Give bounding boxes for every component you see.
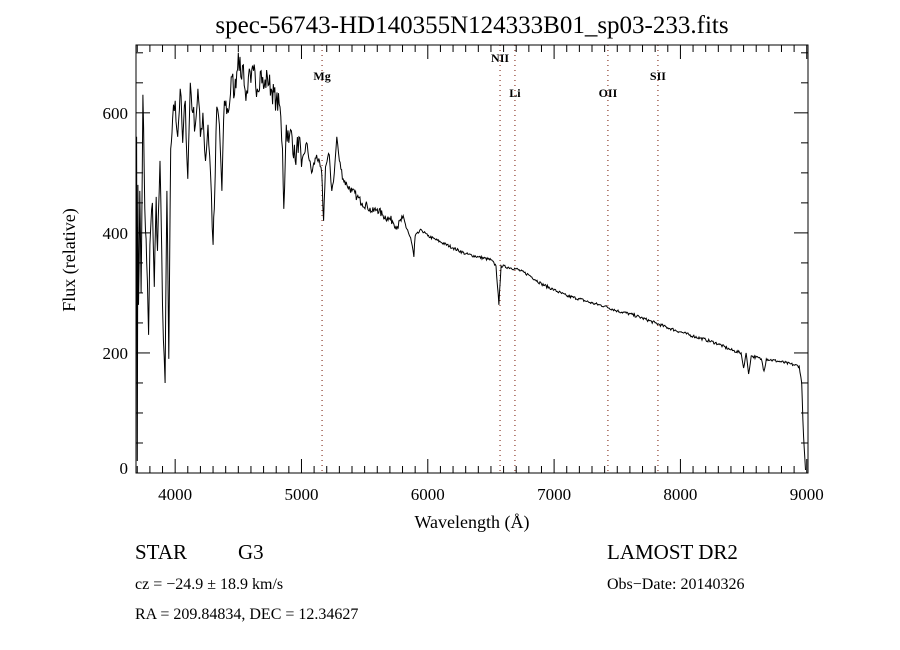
axes: 4000 5000 6000 7000 8000 9000 0 200 400 600 — [103, 45, 824, 504]
x-tick-label: 8000 — [663, 485, 697, 504]
plot-frame — [135, 44, 809, 474]
redshift-text: cz = −24.9 ± 18.9 km/s — [135, 576, 283, 593]
spectral-line-label: Mg — [313, 69, 330, 83]
y-axis-label: Flux (relative) — [59, 208, 80, 311]
x-tick-label: 4000 — [158, 485, 192, 504]
spectral-line-label: NII — [491, 51, 509, 65]
spectral-line-label: SII — [650, 69, 666, 83]
spectral-line-label: OII — [599, 86, 618, 100]
x-tick-label: 9000 — [790, 485, 824, 504]
y-tick-label: 0 — [120, 459, 129, 478]
x-tick-label: 5000 — [284, 485, 318, 504]
y-tick-label: 200 — [103, 344, 129, 363]
x-axis-label: Wavelength (Å) — [414, 512, 529, 533]
object-subclass: G3 — [238, 540, 264, 564]
spectral-line-label: Li — [509, 86, 521, 100]
object-class: STAR — [135, 540, 187, 564]
chart-title: spec-56743-HD140355N124333B01_sp03-233.f… — [215, 12, 728, 39]
obs-date: Obs−Date: 20140326 — [607, 576, 744, 593]
spectrum-line — [136, 52, 806, 471]
x-tick-label: 6000 — [411, 485, 445, 504]
survey-name: LAMOST DR2 — [607, 540, 738, 564]
y-tick-label: 400 — [103, 224, 129, 243]
x-tick-label: 7000 — [537, 485, 571, 504]
y-tick-label: 600 — [103, 104, 129, 123]
coordinates-text: RA = 209.84834, DEC = 12.34627 — [135, 606, 358, 623]
spectral-line-markers: Mg NII Li OII SII — [313, 45, 666, 473]
